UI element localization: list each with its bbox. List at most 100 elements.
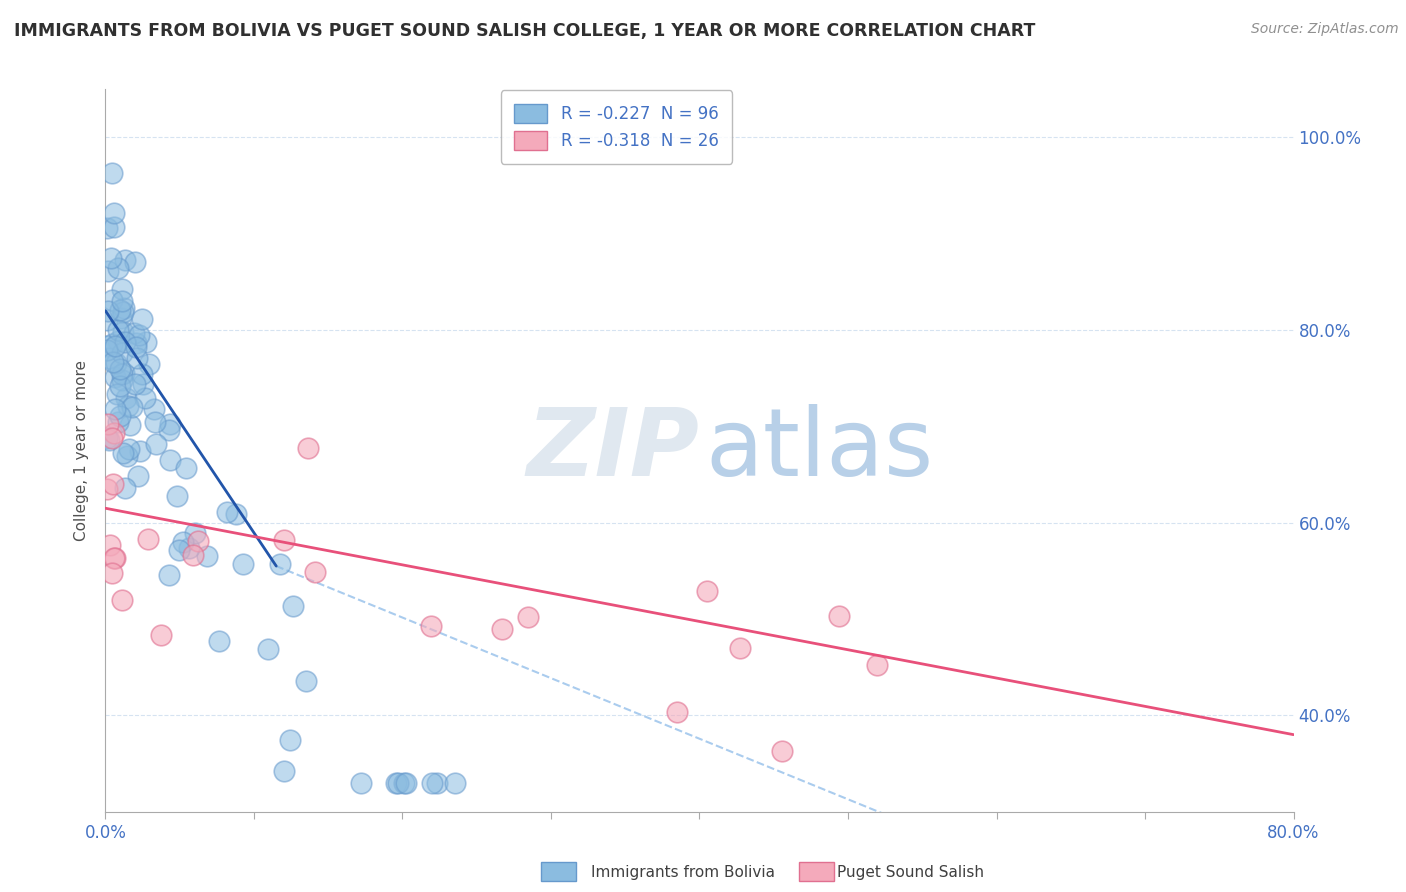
Point	[269, 557, 291, 571]
Y-axis label: College, 1 year or more: College, 1 year or more	[75, 360, 90, 541]
Point	[104, 355, 127, 369]
Point	[128, 328, 150, 343]
Point	[273, 533, 295, 548]
Point	[110, 282, 132, 296]
Point	[425, 776, 447, 790]
Point	[124, 255, 146, 269]
Point	[108, 378, 131, 392]
Text: Puget Sound Salish: Puget Sound Salish	[837, 865, 984, 880]
Point	[131, 367, 153, 381]
Point	[827, 608, 849, 623]
Point	[97, 417, 120, 432]
Point	[107, 260, 129, 275]
Point	[114, 481, 136, 495]
Point	[121, 400, 143, 414]
Point	[98, 538, 121, 552]
Point	[177, 541, 200, 555]
Point	[107, 323, 129, 337]
Point	[866, 657, 889, 672]
Point	[217, 505, 239, 519]
Point	[97, 303, 120, 318]
Point	[208, 633, 231, 648]
Point	[97, 264, 120, 278]
Point	[385, 776, 408, 790]
Point	[118, 417, 141, 432]
Point	[112, 366, 135, 380]
Point	[111, 346, 134, 360]
Point	[174, 460, 197, 475]
Point	[104, 551, 127, 566]
Point	[232, 557, 254, 571]
Point	[304, 565, 326, 579]
Point	[131, 312, 153, 326]
Point	[110, 310, 132, 325]
Point	[111, 592, 134, 607]
Point	[111, 373, 134, 387]
Point	[114, 334, 136, 349]
Point	[108, 409, 131, 423]
Legend: R = -0.227  N = 96, R = -0.318  N = 26: R = -0.227 N = 96, R = -0.318 N = 26	[501, 90, 733, 164]
Point	[134, 391, 156, 405]
Point	[103, 551, 125, 566]
Point	[169, 543, 191, 558]
Point	[103, 205, 125, 219]
Point	[114, 252, 136, 267]
Point	[105, 387, 128, 401]
Point	[278, 732, 301, 747]
Point	[422, 776, 444, 790]
Text: Source: ZipAtlas.com: Source: ZipAtlas.com	[1251, 22, 1399, 37]
Point	[184, 525, 207, 540]
Text: IMMIGRANTS FROM BOLIVIA VS PUGET SOUND SALISH COLLEGE, 1 YEAR OR MORE CORRELATIO: IMMIGRANTS FROM BOLIVIA VS PUGET SOUND S…	[14, 22, 1035, 40]
Point	[350, 776, 373, 790]
Point	[273, 764, 295, 778]
Point	[419, 619, 441, 633]
Point	[96, 343, 118, 357]
Point	[297, 441, 319, 455]
Point	[96, 339, 118, 353]
Point	[145, 437, 167, 451]
Point	[104, 339, 127, 353]
Point	[101, 166, 124, 180]
Point	[444, 776, 467, 790]
Point	[98, 434, 121, 448]
Point	[127, 351, 149, 365]
Point	[125, 340, 148, 354]
Text: ZIP: ZIP	[527, 404, 700, 497]
Point	[111, 305, 134, 319]
Point	[110, 362, 132, 376]
Point	[143, 401, 166, 416]
Point	[138, 357, 160, 371]
Point	[125, 335, 148, 350]
Point	[115, 450, 138, 464]
Point	[225, 507, 247, 521]
Point	[159, 417, 181, 431]
Point	[187, 534, 209, 549]
Point	[101, 355, 124, 369]
Point	[131, 377, 153, 392]
Point	[283, 599, 305, 613]
Point	[157, 568, 180, 582]
Point	[103, 425, 125, 440]
Point	[101, 566, 124, 580]
Point	[112, 301, 135, 315]
Point	[150, 628, 173, 642]
Point	[135, 335, 157, 350]
Text: Immigrants from Bolivia: Immigrants from Bolivia	[591, 865, 775, 880]
Point	[491, 622, 513, 636]
Point	[103, 219, 125, 234]
Point	[166, 489, 188, 503]
Point	[100, 251, 122, 265]
Point	[257, 641, 280, 656]
Point	[104, 401, 127, 416]
Point	[107, 415, 129, 429]
Point	[103, 369, 125, 384]
Point	[295, 674, 318, 689]
Point	[159, 453, 181, 467]
Point	[392, 776, 415, 790]
Point	[696, 584, 718, 599]
Point	[172, 535, 194, 549]
Point	[96, 431, 118, 445]
Point	[143, 415, 166, 429]
Point	[107, 334, 129, 348]
Point	[96, 313, 118, 327]
